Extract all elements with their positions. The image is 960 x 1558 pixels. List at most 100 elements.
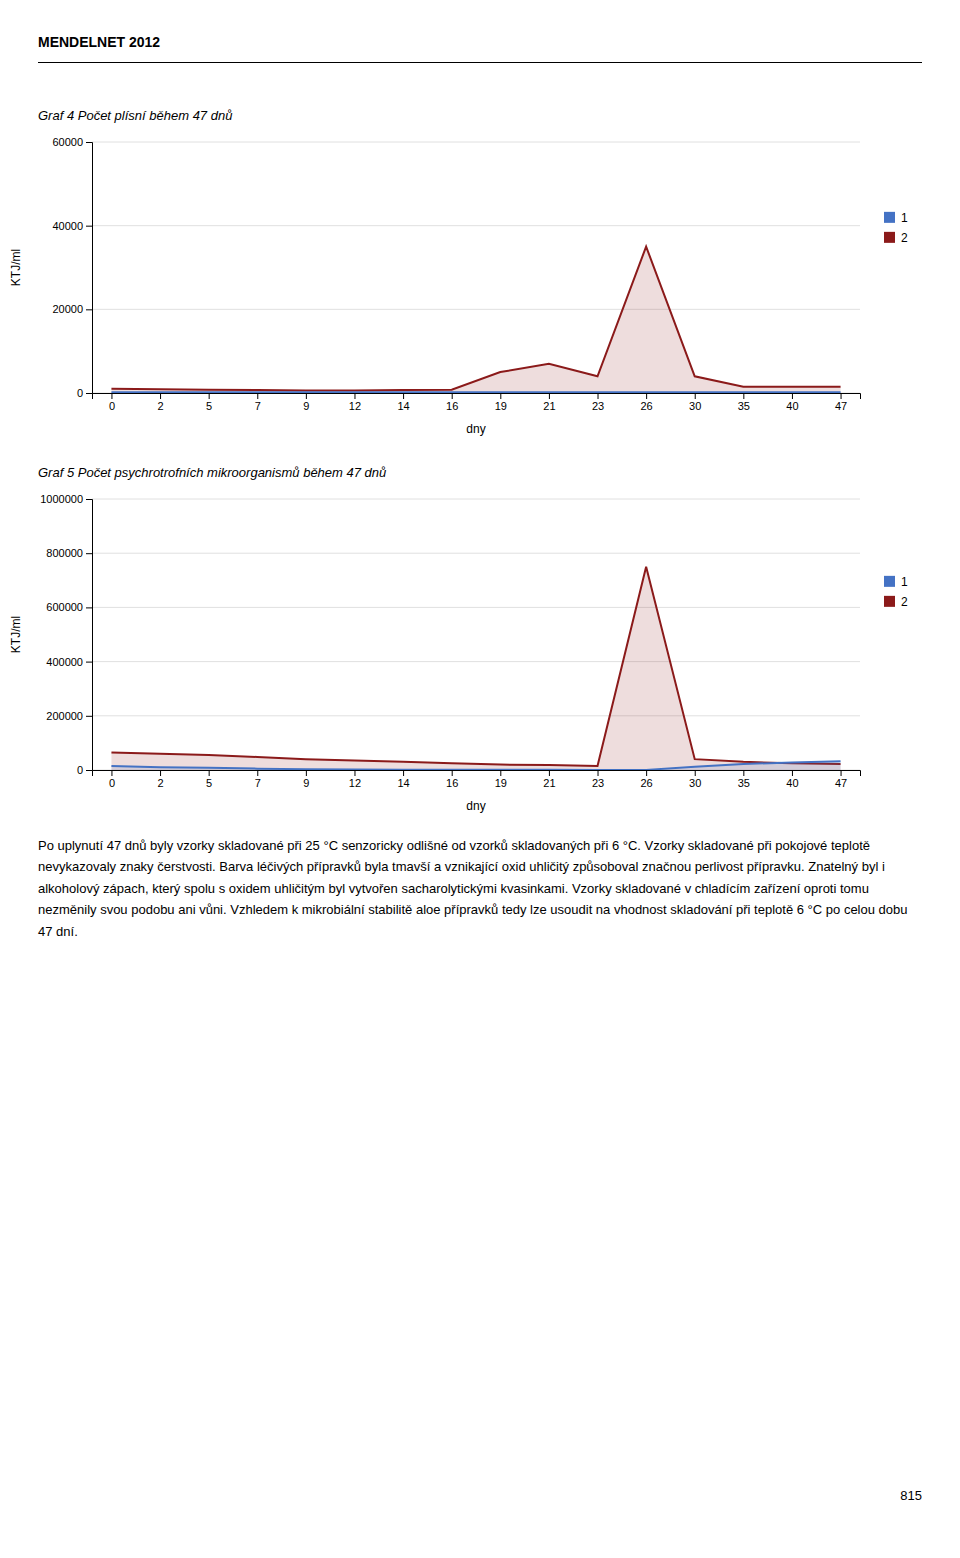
x-tick: 47 bbox=[835, 770, 847, 789]
y-tick-mark bbox=[86, 142, 92, 143]
header: MENDELNET 2012 bbox=[38, 34, 160, 50]
x-tick-mark bbox=[257, 393, 258, 399]
legend: 12 bbox=[884, 211, 908, 245]
page: MENDELNET 2012 Graf 4 Počet plísní během … bbox=[0, 0, 960, 1558]
x-tick-mark bbox=[841, 393, 842, 399]
grid-line bbox=[92, 225, 860, 226]
y-tick-mark bbox=[86, 607, 92, 608]
x-tick: 30 bbox=[689, 770, 701, 789]
x-tick-mark bbox=[792, 393, 793, 399]
y-tick-label: 600000 bbox=[46, 601, 83, 613]
legend-label: 1 bbox=[901, 575, 908, 589]
x-tick: 35 bbox=[738, 770, 750, 789]
x-tick-label: 19 bbox=[495, 400, 507, 412]
y-tick-label: 20000 bbox=[52, 303, 83, 315]
y-tick-label: 1000000 bbox=[40, 493, 83, 505]
x-tick-mark bbox=[354, 770, 355, 776]
legend-swatch bbox=[884, 232, 895, 243]
x-tick: 14 bbox=[397, 770, 409, 789]
x-axis-title: dny bbox=[466, 422, 485, 436]
x-tick-label: 14 bbox=[397, 777, 409, 789]
x-axis-line bbox=[93, 394, 861, 400]
x-tick: 19 bbox=[495, 770, 507, 789]
x-tick-mark bbox=[841, 770, 842, 776]
y-tick-label: 0 bbox=[77, 387, 83, 399]
y-tick: 800000 bbox=[46, 547, 92, 559]
legend-item: 2 bbox=[884, 595, 908, 609]
x-tick-mark bbox=[403, 770, 404, 776]
grid-line bbox=[92, 661, 860, 662]
marks bbox=[111, 567, 840, 770]
y-tick: 600000 bbox=[46, 601, 92, 613]
x-tick-label: 23 bbox=[592, 777, 604, 789]
legend-item: 2 bbox=[884, 231, 908, 245]
grid-line bbox=[92, 553, 860, 554]
chart: Graf 4 Počet plísní během 47 dnů 0 20000 40… bbox=[0, 98, 960, 443]
chart-title: Graf 5 Počet psychrotrofních mikroorgani… bbox=[38, 465, 386, 480]
x-tick: 40 bbox=[786, 393, 798, 412]
y-axis: 0200004000060000 bbox=[52, 136, 92, 399]
y-tick-label: 800000 bbox=[46, 547, 83, 559]
x-tick: 0 bbox=[109, 770, 115, 789]
grid-line bbox=[92, 607, 860, 608]
x-tick: 9 bbox=[303, 770, 309, 789]
y-tick: 60000 bbox=[52, 136, 92, 148]
x-tick: 7 bbox=[255, 770, 261, 789]
x-tick-mark bbox=[160, 393, 161, 399]
x-tick-mark bbox=[257, 770, 258, 776]
y-tick: 200000 bbox=[46, 710, 92, 722]
x-tick: 16 bbox=[446, 393, 458, 412]
grid bbox=[92, 142, 860, 393]
x-tick-label: 30 bbox=[689, 777, 701, 789]
x-tick-mark bbox=[695, 770, 696, 776]
x-tick-label: 35 bbox=[738, 777, 750, 789]
grid-line bbox=[92, 715, 860, 716]
y-axis-line bbox=[86, 500, 93, 771]
x-tick-label: 19 bbox=[495, 777, 507, 789]
y-axis-title: KTJ/ml bbox=[9, 249, 23, 286]
grid-line bbox=[92, 142, 860, 143]
y-tick-label: 400000 bbox=[46, 656, 83, 668]
x-tick-label: 9 bbox=[303, 777, 309, 789]
marks bbox=[111, 247, 840, 393]
y-tick-mark bbox=[86, 499, 92, 500]
legend-swatch bbox=[884, 596, 895, 607]
x-tick: 12 bbox=[349, 393, 361, 412]
y-tick: 1000000 bbox=[40, 493, 92, 505]
x-tick: 26 bbox=[641, 770, 653, 789]
y-tick: 0 bbox=[77, 387, 92, 399]
x-tick-label: 26 bbox=[641, 777, 653, 789]
series-area bbox=[111, 761, 840, 770]
x-tick: 9 bbox=[303, 393, 309, 412]
x-axis: 025791214161921232630354047 bbox=[93, 770, 861, 789]
x-tick-mark bbox=[160, 770, 161, 776]
x-tick: 19 bbox=[495, 393, 507, 412]
x-tick-mark bbox=[111, 393, 112, 399]
x-tick-label: 0 bbox=[109, 777, 115, 789]
x-tick-mark bbox=[598, 770, 599, 776]
x-tick: 0 bbox=[109, 393, 115, 412]
x-tick-mark bbox=[695, 393, 696, 399]
x-tick-mark bbox=[646, 770, 647, 776]
x-tick: 5 bbox=[206, 770, 212, 789]
x-tick-mark bbox=[549, 770, 550, 776]
y-tick-label: 0 bbox=[77, 764, 83, 776]
x-tick: 14 bbox=[397, 393, 409, 412]
y-tick-label: 60000 bbox=[52, 136, 83, 148]
y-tick: 0 bbox=[77, 764, 92, 776]
x-tick: 21 bbox=[543, 770, 555, 789]
x-tick-label: 12 bbox=[349, 777, 361, 789]
x-tick-mark bbox=[500, 770, 501, 776]
x-tick-mark bbox=[403, 393, 404, 399]
x-tick: 5 bbox=[206, 393, 212, 412]
x-tick-mark bbox=[452, 770, 453, 776]
x-tick-mark bbox=[111, 770, 112, 776]
x-tick: 2 bbox=[157, 393, 163, 412]
x-tick: 7 bbox=[255, 393, 261, 412]
y-tick-label: 200000 bbox=[46, 710, 83, 722]
y-tick-mark bbox=[86, 662, 92, 663]
y-axis: 0 200000 400000 600000 800000 1000000 bbox=[40, 493, 92, 776]
chart-title: Graf 4 Počet plísní během 47 dnů bbox=[38, 108, 232, 123]
series-area bbox=[111, 392, 840, 393]
y-tick-mark bbox=[86, 226, 92, 227]
